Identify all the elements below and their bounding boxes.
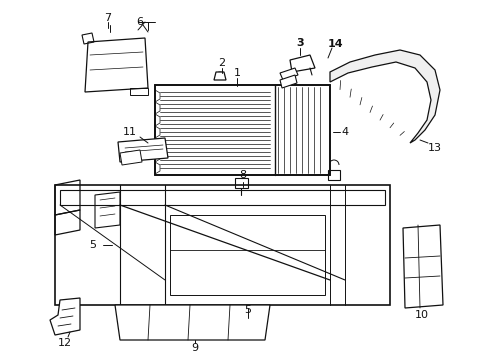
Polygon shape (280, 75, 297, 88)
Polygon shape (118, 138, 168, 162)
Polygon shape (155, 85, 330, 175)
Text: 11: 11 (123, 127, 137, 137)
Text: 7: 7 (104, 13, 112, 23)
Text: 2: 2 (219, 58, 225, 68)
Text: 13: 13 (428, 143, 442, 153)
Text: 5: 5 (245, 305, 251, 315)
Polygon shape (50, 298, 80, 335)
Text: 3: 3 (296, 38, 304, 48)
Polygon shape (403, 225, 443, 308)
Polygon shape (280, 68, 298, 80)
Text: 10: 10 (415, 310, 429, 320)
Text: 5: 5 (90, 240, 97, 250)
Polygon shape (120, 150, 142, 165)
Text: 6: 6 (137, 17, 144, 27)
Text: 12: 12 (58, 338, 72, 348)
Text: 9: 9 (192, 343, 198, 353)
Text: 1: 1 (234, 68, 241, 78)
Text: 8: 8 (240, 170, 246, 180)
Polygon shape (290, 55, 315, 72)
Polygon shape (115, 305, 270, 340)
Polygon shape (85, 38, 148, 92)
Polygon shape (214, 72, 226, 80)
Polygon shape (55, 185, 390, 305)
Text: 14: 14 (327, 39, 343, 49)
Polygon shape (330, 50, 440, 143)
Text: 4: 4 (342, 127, 348, 137)
